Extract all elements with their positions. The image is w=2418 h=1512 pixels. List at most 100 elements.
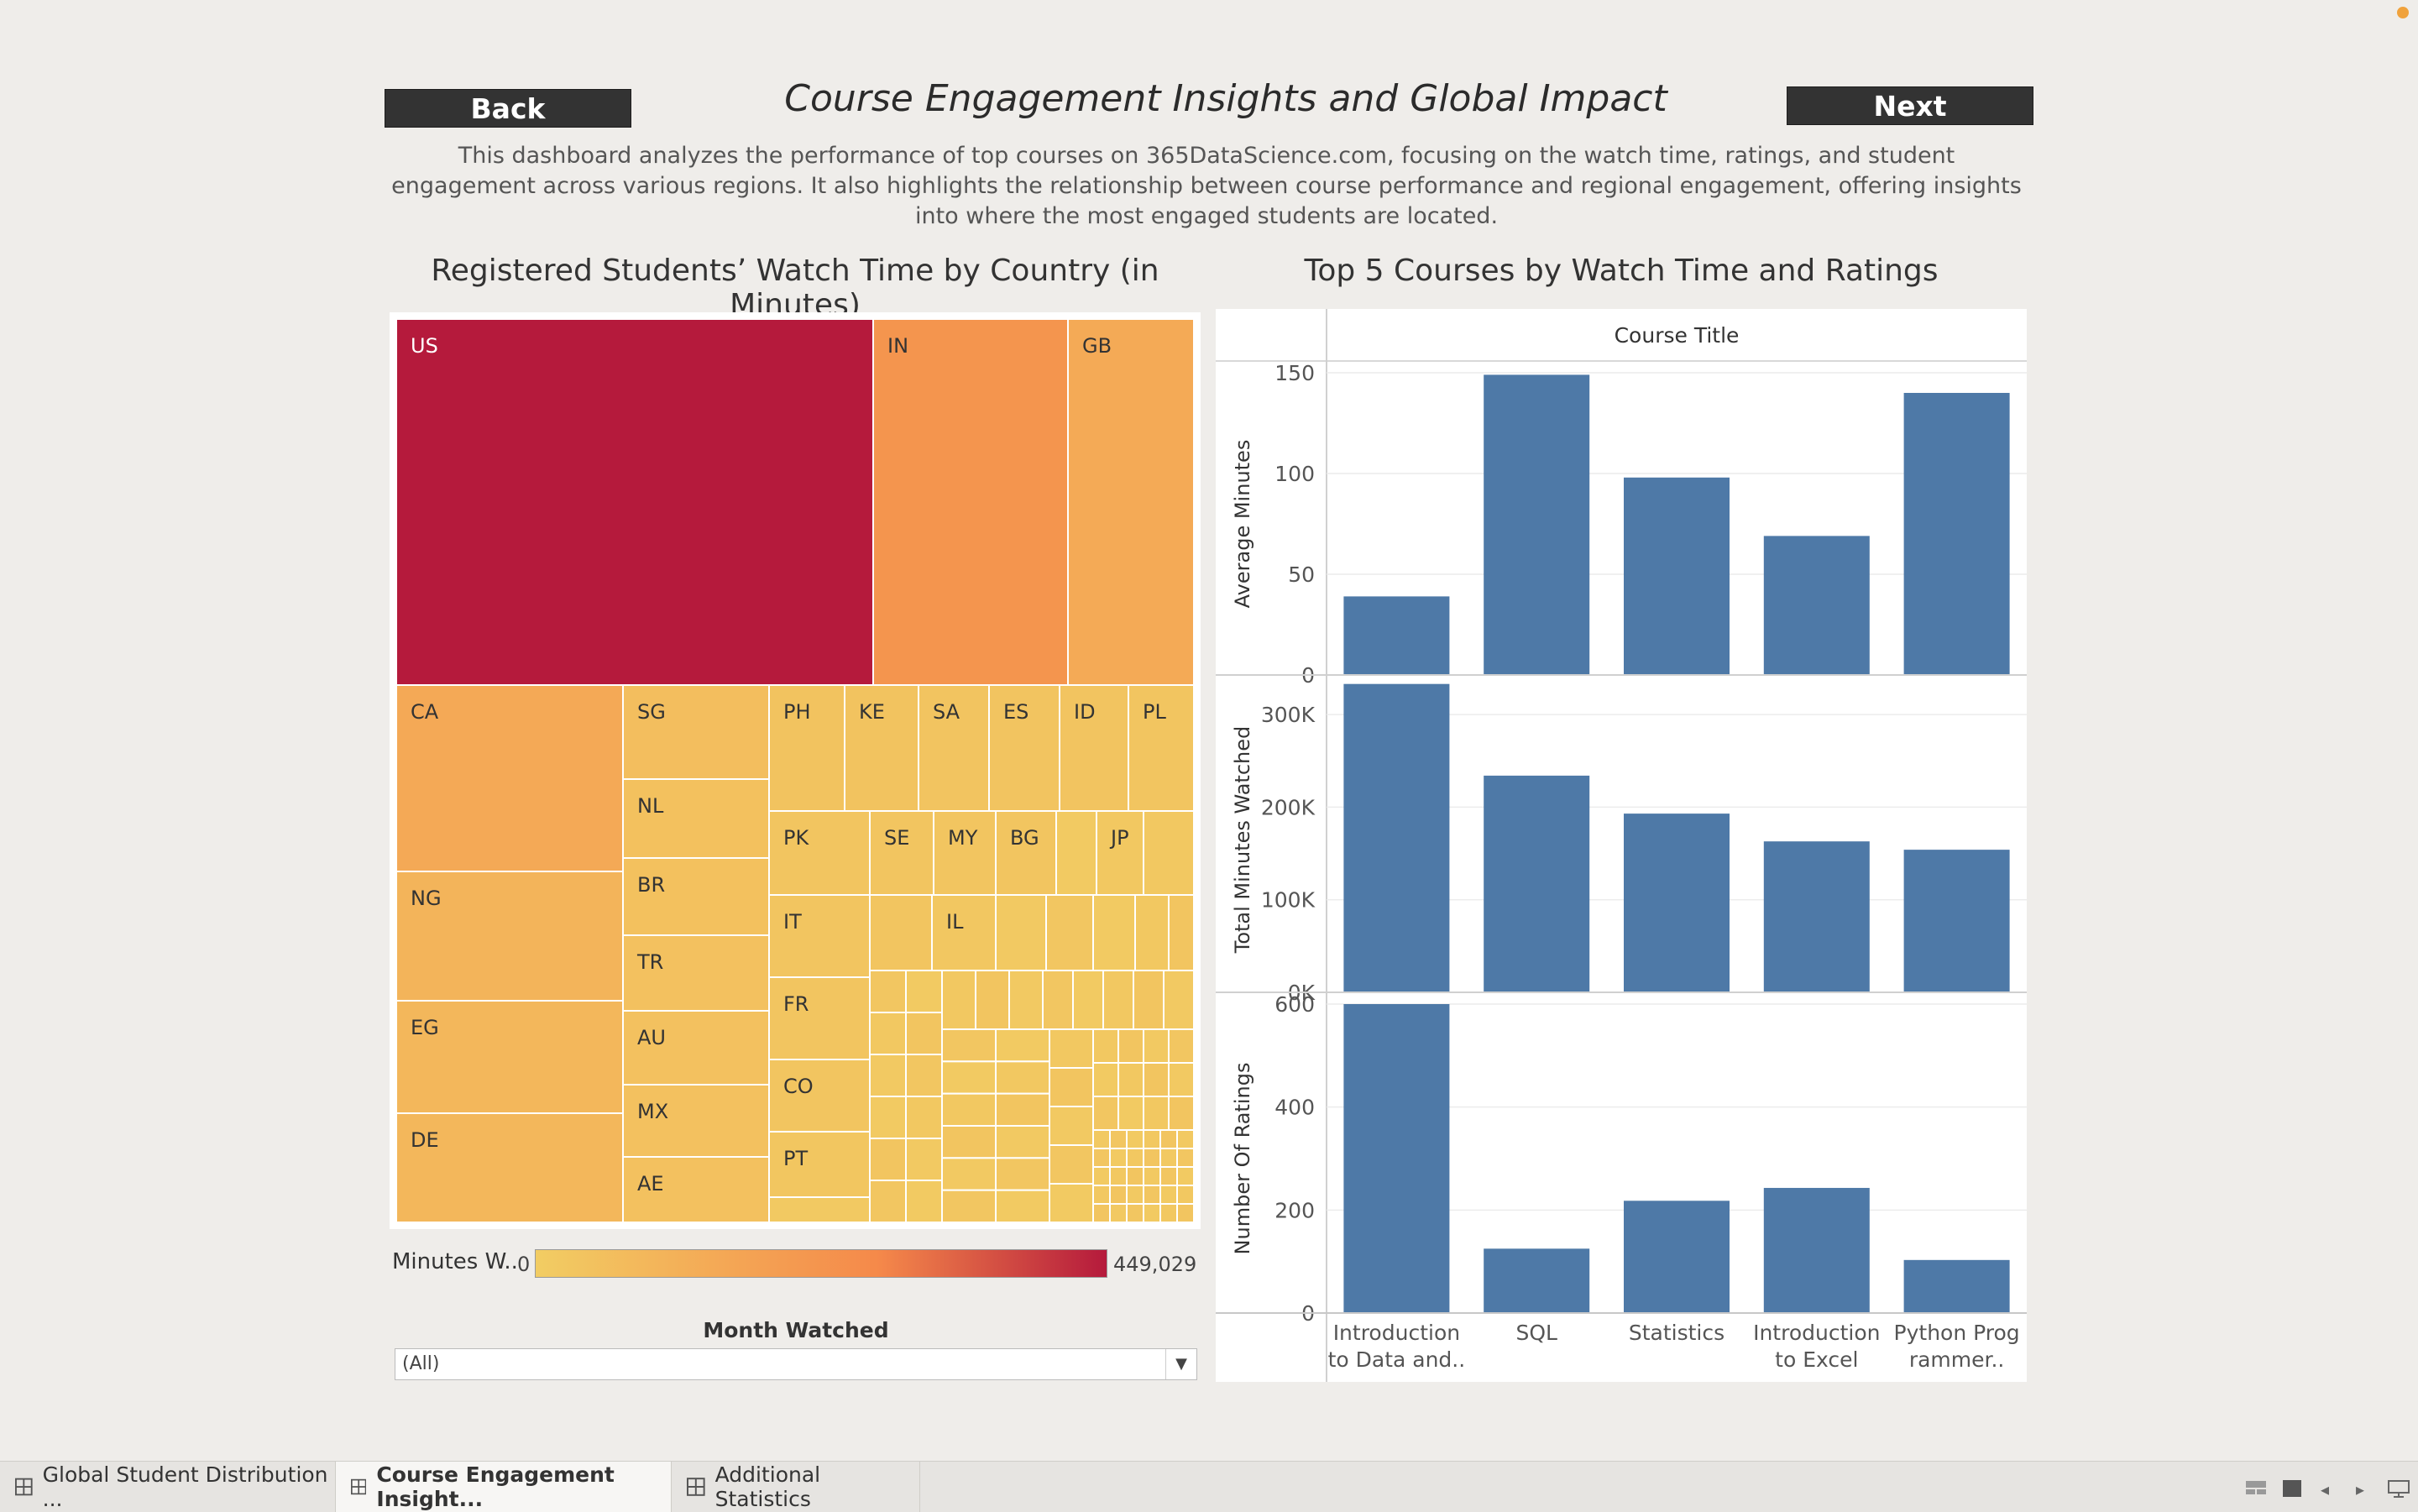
treemap-cell[interactable]	[1126, 1166, 1144, 1186]
treemap-cell-br[interactable]	[622, 857, 770, 936]
sheet-sorter-icon[interactable]	[2245, 1479, 2267, 1500]
treemap-cell-jp[interactable]	[1096, 810, 1144, 896]
treemap-cell[interactable]	[1109, 1203, 1128, 1223]
treemap-cell[interactable]	[869, 1180, 907, 1223]
treemap-cell[interactable]	[869, 1096, 907, 1139]
treemap-cell[interactable]	[1109, 1148, 1128, 1168]
treemap-cell[interactable]	[1126, 1129, 1144, 1149]
treemap-cell[interactable]	[941, 1157, 997, 1191]
bar-1-1[interactable]	[1343, 596, 1450, 675]
bar-1-5[interactable]	[1903, 393, 2010, 675]
treemap-cell[interactable]	[1163, 970, 1195, 1030]
treemap-cell[interactable]	[1117, 1028, 1144, 1064]
treemap-cell[interactable]	[1143, 1185, 1161, 1205]
treemap-cell[interactable]	[869, 1054, 907, 1097]
treemap-cell-de[interactable]	[395, 1112, 624, 1223]
treemap-cell[interactable]	[995, 1060, 1050, 1095]
treemap-cell[interactable]	[1092, 1203, 1111, 1223]
treemap-cell[interactable]	[1045, 894, 1094, 971]
treemap-cell[interactable]	[1143, 1096, 1170, 1131]
treemap-cell[interactable]	[905, 1054, 943, 1097]
bar-3-2[interactable]	[1484, 1248, 1590, 1313]
treemap-cell[interactable]	[1143, 1166, 1161, 1186]
treemap-cell-id[interactable]	[1059, 684, 1129, 812]
presentation-mode-icon[interactable]	[2388, 1479, 2410, 1502]
treemap-cell-mx[interactable]	[622, 1084, 770, 1158]
treemap-cell-pt[interactable]	[768, 1131, 871, 1198]
treemap-cell[interactable]	[905, 1096, 943, 1139]
treemap-cell[interactable]	[1168, 1096, 1195, 1131]
treemap-cell-my[interactable]	[933, 810, 997, 896]
tab-course-engagement[interactable]: Course Engagement Insight...	[336, 1462, 672, 1512]
treemap-cell[interactable]	[941, 1125, 997, 1159]
treemap-cell[interactable]	[1117, 1062, 1144, 1097]
treemap-cell[interactable]	[941, 1028, 997, 1063]
treemap-cell[interactable]	[941, 970, 976, 1030]
treemap-cell-es[interactable]	[988, 684, 1060, 812]
treemap-cell-fr[interactable]	[768, 976, 871, 1060]
treemap-cell[interactable]	[1133, 970, 1165, 1030]
treemap-svg[interactable]: US IN GB CA NG EG DE SG NL BR TR AU MX AE PH KE SA ES ID PL…	[390, 312, 1201, 1229]
treemap-cell[interactable]	[1143, 1148, 1161, 1168]
treemap-cell[interactable]	[1176, 1166, 1195, 1186]
treemap-cell-gb[interactable]	[1067, 318, 1195, 686]
bar-1-4[interactable]	[1763, 536, 1870, 675]
treemap-cell[interactable]	[1008, 970, 1044, 1030]
bar-2-5[interactable]	[1903, 850, 2010, 992]
treemap-cell[interactable]	[1143, 1129, 1161, 1149]
treemap-cell-pl[interactable]	[1128, 684, 1195, 812]
treemap-cell[interactable]	[1092, 1166, 1111, 1186]
bar-3-5[interactable]	[1903, 1259, 2010, 1313]
treemap-cell[interactable]	[1072, 970, 1104, 1030]
treemap-cell[interactable]	[1176, 1148, 1195, 1168]
treemap-cell[interactable]	[1049, 1067, 1094, 1107]
treemap-cell-il[interactable]	[931, 894, 997, 971]
tab-additional-statistics[interactable]: Additional Statistics	[672, 1462, 920, 1512]
treemap-cell[interactable]	[1092, 1129, 1111, 1149]
treemap-cell[interactable]	[1092, 1096, 1119, 1131]
tab-global-student-distribution[interactable]: Global Student Distribution ...	[0, 1462, 336, 1512]
treemap-cell[interactable]	[941, 1060, 997, 1095]
treemap-cell[interactable]	[869, 970, 907, 1013]
treemap-cell[interactable]	[1168, 1062, 1195, 1097]
bar-3-4[interactable]	[1763, 1187, 1870, 1313]
next-button[interactable]: Next	[1787, 86, 2033, 125]
treemap-cell[interactable]	[1049, 1144, 1094, 1185]
treemap-cell[interactable]	[1159, 1166, 1178, 1186]
treemap-cell[interactable]	[1109, 1166, 1128, 1186]
treemap-cell[interactable]	[975, 970, 1010, 1030]
treemap-cell[interactable]	[941, 1189, 997, 1223]
treemap-cell[interactable]	[995, 1028, 1050, 1063]
treemap-cell[interactable]	[869, 894, 933, 971]
treemap-cell[interactable]	[1117, 1096, 1144, 1131]
filmstrip-icon[interactable]	[2282, 1479, 2302, 1502]
treemap-cell[interactable]	[1049, 1183, 1094, 1223]
treemap-cell[interactable]	[1168, 894, 1195, 971]
treemap-cell[interactable]	[995, 894, 1047, 971]
treemap-cell[interactable]	[995, 1125, 1050, 1159]
treemap-cell[interactable]	[1092, 1028, 1119, 1064]
treemap-cell[interactable]	[1055, 810, 1097, 896]
treemap-cell[interactable]	[1126, 1148, 1144, 1168]
treemap-cell[interactable]	[905, 1012, 943, 1055]
bar-1-3[interactable]	[1624, 477, 1730, 675]
bar-3-1[interactable]	[1343, 1004, 1450, 1313]
bar-2-4[interactable]	[1763, 841, 1870, 992]
treemap-cell[interactable]	[1042, 970, 1074, 1030]
bar-2-1[interactable]	[1343, 683, 1450, 992]
treemap-cell[interactable]	[1143, 1203, 1161, 1223]
treemap-chart[interactable]: US IN GB CA NG EG DE SG NL BR TR AU MX AE PH KE SA ES ID PL…	[390, 312, 1201, 1229]
treemap-cell[interactable]	[941, 1092, 997, 1127]
previous-sheet-icon[interactable]: ◂	[2321, 1479, 2330, 1499]
treemap-cell[interactable]	[1126, 1185, 1144, 1205]
treemap-cell[interactable]	[905, 970, 943, 1013]
treemap-cell[interactable]	[1092, 1185, 1111, 1205]
treemap-cell[interactable]	[1092, 1148, 1111, 1168]
treemap-cell-se[interactable]	[869, 810, 934, 896]
treemap-cell-pk[interactable]	[768, 810, 871, 896]
back-button[interactable]: Back	[385, 89, 631, 128]
treemap-cell[interactable]	[905, 1138, 943, 1181]
treemap-cell[interactable]	[995, 1092, 1050, 1127]
treemap-cell[interactable]	[1176, 1185, 1195, 1205]
